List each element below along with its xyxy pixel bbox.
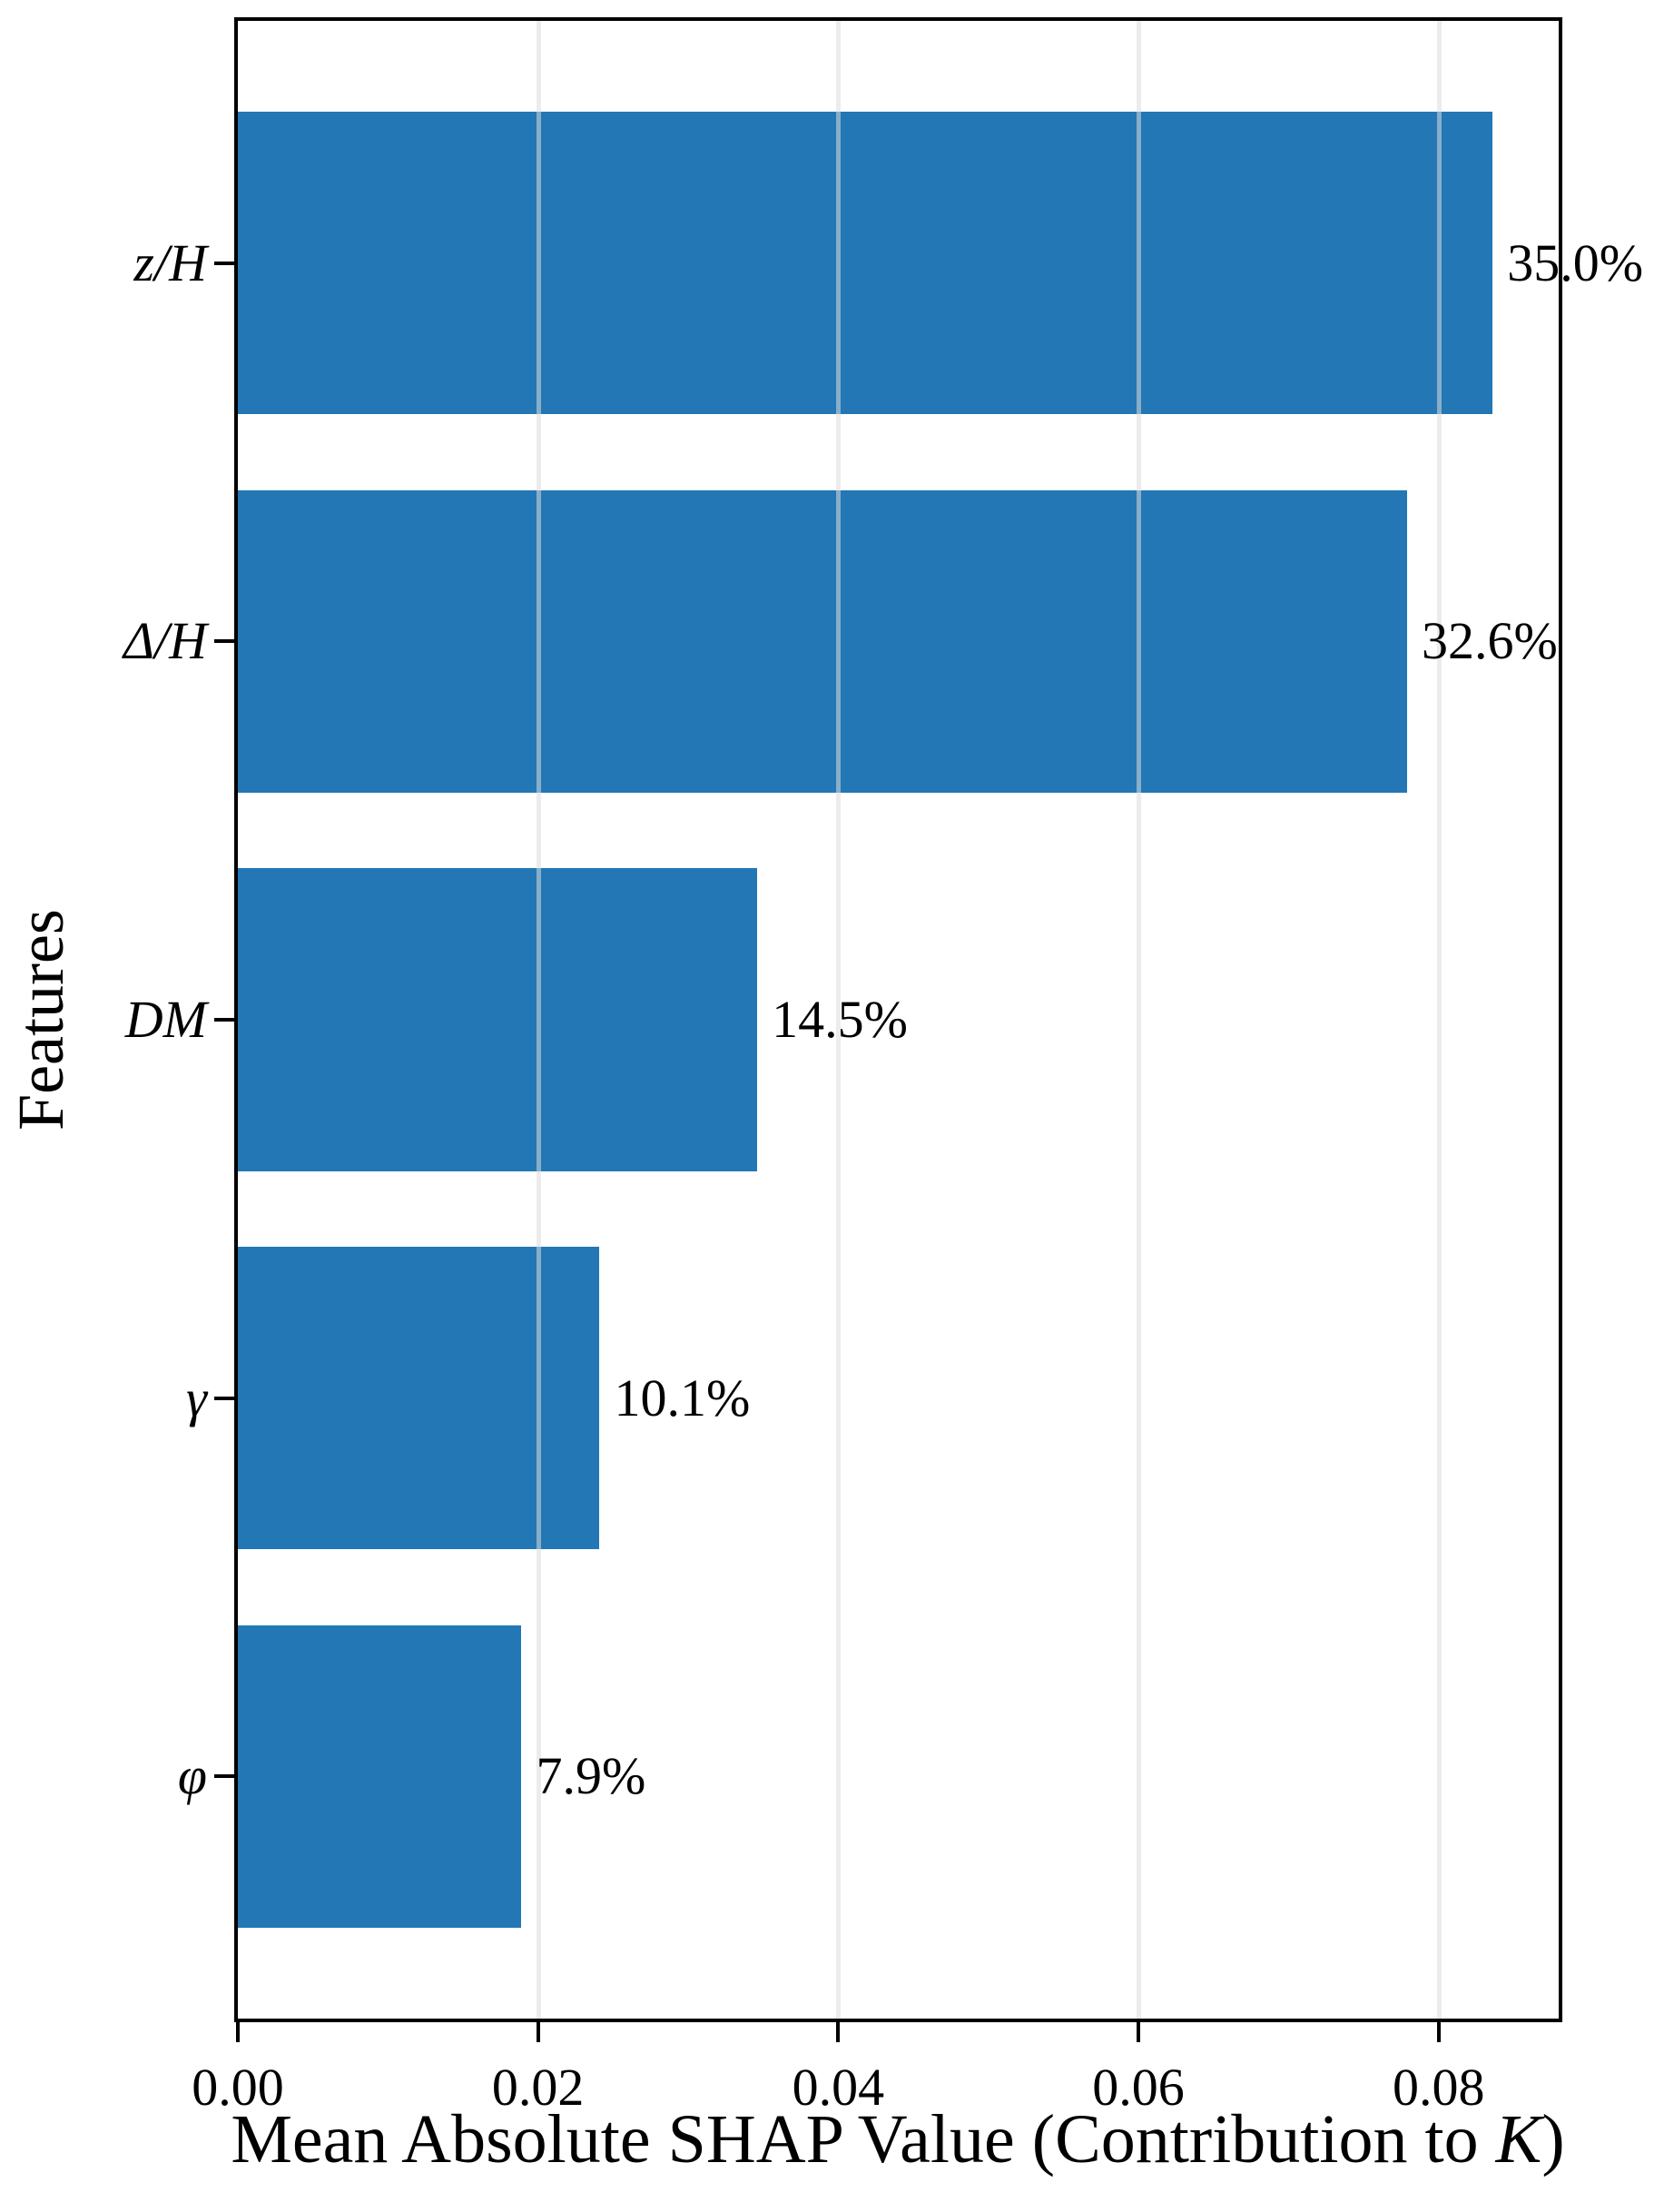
x-tick-0.00 — [236, 2022, 240, 2042]
y-tick-Δ/H — [214, 639, 234, 644]
x-tick-label-0.08: 0.08 — [1392, 2058, 1485, 2117]
bar-percent-label: 10.1% — [614, 1368, 751, 1427]
x-tick-0.08 — [1436, 2022, 1441, 2042]
y-tick-label-DM: DM — [124, 990, 207, 1049]
x-axis-label-close: ) — [1541, 2101, 1565, 2177]
y-tick-DM — [214, 1018, 234, 1022]
x-tick-label-0.04: 0.04 — [792, 2058, 885, 2117]
bar-percent-label: 14.5% — [772, 990, 908, 1049]
y-tick-label-γ: γ — [186, 1368, 207, 1427]
x-axis-label: Mean Absolute SHAP Value (Contribution t… — [231, 2105, 1564, 2174]
gridline-x-0.02 — [536, 21, 541, 2019]
y-tick-φ — [214, 1774, 234, 1779]
x-tick-label-0.06: 0.06 — [1092, 2058, 1185, 2117]
x-axis-label-italic-k: K — [1495, 2101, 1542, 2177]
y-tick-label-Δ/H: Δ/H — [123, 611, 207, 671]
bar-percent-label: 32.6% — [1422, 611, 1558, 671]
x-tick-label-0.00: 0.00 — [192, 2058, 284, 2117]
bar-percent-label: 35.0% — [1507, 232, 1644, 292]
bar-φ — [238, 1624, 522, 1928]
y-tick-label-z/H: z/H — [133, 232, 207, 292]
bar-percent-label: 7.9% — [536, 1746, 646, 1806]
gridline-x-0.08 — [1436, 21, 1442, 2019]
plot-area: 35.0% 32.6% 14.5% 10.1% 7.9% — [234, 17, 1643, 2022]
x-tick-label-0.02: 0.02 — [491, 2058, 585, 2117]
gridline-x-0.06 — [1137, 21, 1142, 2019]
x-tick-0.04 — [836, 2022, 841, 2042]
y-tick-label-φ: φ — [177, 1746, 207, 1806]
bar-DM — [238, 868, 758, 1171]
bar-Δ/H — [238, 489, 1407, 793]
y-tick-z/H — [214, 261, 234, 265]
bar-γ — [238, 1247, 600, 1550]
x-axis-label-text: Mean Absolute SHAP Value (Contribution t… — [231, 2101, 1496, 2177]
bar-z/H — [238, 112, 1493, 415]
x-tick-0.06 — [1137, 2022, 1141, 2042]
gridline-x-0.04 — [836, 21, 842, 2019]
x-tick-0.02 — [536, 2022, 540, 2042]
y-tick-γ — [214, 1396, 234, 1400]
